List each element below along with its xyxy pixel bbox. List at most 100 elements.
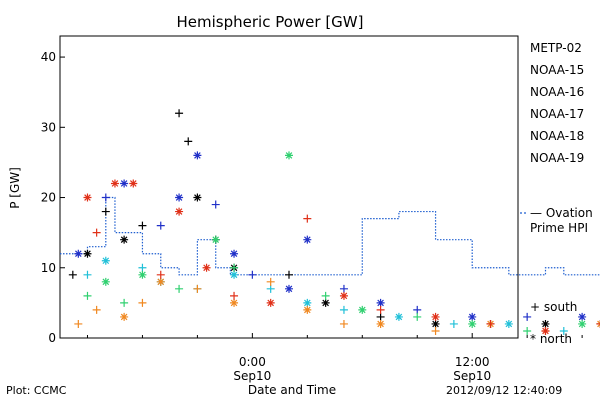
point-noaa-18-south-0: [74, 319, 83, 328]
point-noaa-17-north-3: [138, 270, 147, 279]
point-noaa-16-south-8: [339, 305, 348, 314]
y-tick-label-2: 20: [41, 191, 56, 205]
point-noaa-16-south-12: [559, 326, 568, 335]
point-noaa-19-north-3: [129, 179, 138, 188]
point-noaa-15-north-12: [376, 298, 385, 307]
y-axis-label: P [GW]: [8, 167, 22, 209]
point-noaa-18-north-6: [230, 298, 239, 307]
point-metp-02-north-11: [321, 298, 330, 307]
footer-timestamp: 2012/09/12 12:40:09: [446, 384, 562, 397]
x-axis-label: Date and Time: [248, 383, 336, 397]
point-noaa-15-south-1: [101, 193, 110, 202]
point-noaa-15-north-7: [230, 249, 239, 258]
point-noaa-17-north-7: [285, 151, 293, 160]
point-noaa-15-south-3: [156, 221, 165, 230]
legend-metp-02: METP-02: [530, 41, 582, 55]
marker-legend-south: + south: [530, 300, 577, 314]
point-noaa-18-north-10: [376, 319, 385, 328]
legend-noaa-18: NOAA-18: [530, 129, 584, 143]
point-noaa-15-south-6: [211, 200, 220, 209]
point-noaa-15-south-13: [413, 305, 422, 314]
point-noaa-19-north-2: [110, 179, 119, 188]
point-noaa-15-south-8: [248, 270, 257, 279]
point-metp-02-south-6: [184, 137, 193, 146]
legend-noaa-17: NOAA-17: [530, 107, 584, 121]
legend-noaa-15: NOAA-15: [530, 63, 584, 77]
point-noaa-19-north-10: [339, 291, 348, 300]
point-noaa-17-north-1: [101, 277, 110, 286]
point-noaa-17-south-12: [523, 326, 532, 335]
footer-plot-credit: Plot: CCMC: [6, 384, 67, 397]
point-noaa-19-north-8: [266, 298, 275, 307]
point-noaa-17-north-11: [468, 319, 477, 328]
y-tick-label-1: 10: [41, 261, 56, 275]
point-noaa-18-south-9: [339, 319, 348, 328]
point-metp-02-north-3: [120, 235, 129, 244]
point-noaa-19-north-12: [431, 312, 440, 321]
point-noaa-18-south-7: [266, 277, 275, 286]
point-metp-02-south-5: [175, 109, 184, 118]
point-noaa-15-north-14: [468, 312, 477, 321]
series-noaa-17: [83, 151, 587, 335]
point-metp-02-north-13: [431, 319, 440, 328]
point-noaa-19-south-13: [486, 319, 495, 328]
point-noaa-15-north-4: [175, 193, 184, 202]
point-noaa-19-south-4: [156, 270, 165, 279]
point-noaa-16-south-10: [449, 319, 458, 328]
point-metp-02-south-0: [68, 270, 77, 279]
point-metp-02-south-2: [101, 207, 110, 216]
y-tick-label-0: 0: [48, 331, 56, 345]
point-noaa-15-south-15: [523, 312, 532, 321]
point-noaa-17-south-6: [230, 263, 239, 272]
point-noaa-19-north-0: [83, 193, 92, 202]
point-noaa-16-north-5: [230, 270, 239, 279]
point-noaa-19-south-9: [303, 214, 312, 223]
point-noaa-17-north-9: [358, 305, 367, 314]
point-noaa-18-north-2: [120, 312, 129, 321]
series-metp-02: [68, 109, 600, 328]
series-noaa-18: [74, 277, 600, 335]
point-noaa-19-south-1: [92, 228, 101, 237]
point-noaa-17-south-4: [175, 284, 184, 293]
point-noaa-19-south-15: [596, 319, 600, 328]
point-noaa-19-north-6: [202, 263, 211, 272]
ovation-hpi-line: [60, 196, 600, 276]
legend-noaa-16: NOAA-16: [530, 85, 584, 99]
point-metp-02-south-4: [138, 221, 147, 230]
x-tick-time-0: 0:00: [239, 355, 266, 369]
x-tick-time-1: 12:00: [455, 355, 490, 369]
point-noaa-19-south-7: [230, 291, 239, 300]
point-noaa-18-south-3: [138, 298, 147, 307]
point-noaa-16-south-0: [83, 270, 92, 279]
point-noaa-16-south-6: [266, 284, 275, 293]
y-tick-label-3: 30: [41, 120, 56, 134]
point-noaa-17-north-13: [578, 319, 587, 328]
point-noaa-15-north-16: [578, 312, 587, 321]
point-metp-02-south-10: [285, 270, 293, 279]
point-noaa-15-north-9: [285, 284, 293, 293]
point-noaa-19-south-11: [376, 305, 385, 314]
point-noaa-15-north-5: [193, 151, 202, 160]
marker-legend-north: * north: [530, 332, 572, 346]
point-noaa-16-south-2: [138, 263, 147, 272]
point-noaa-15-north-0: [74, 249, 83, 258]
point-noaa-15-south-11: [339, 284, 348, 293]
series-noaa-15: [74, 151, 587, 321]
point-noaa-17-north-5: [211, 235, 220, 244]
ovation-legend-line1: — Ovation: [530, 206, 593, 220]
point-noaa-19-north-14: [541, 326, 550, 335]
x-tick-date-0: Sep10: [233, 369, 271, 383]
y-tick-label-4: 40: [41, 50, 56, 64]
point-noaa-17-south-8: [321, 291, 330, 300]
series-noaa-19: [83, 179, 600, 335]
legend-noaa-19: NOAA-19: [530, 151, 584, 165]
point-noaa-18-south-1: [92, 305, 101, 314]
plot-frame: [59, 35, 519, 339]
ovation-legend-line2: Prime HPI: [530, 221, 588, 235]
point-noaa-16-north-9: [394, 312, 403, 321]
point-noaa-19-north-5: [175, 207, 184, 216]
point-noaa-18-south-5: [193, 284, 202, 293]
point-metp-02-north-1: [83, 249, 92, 258]
point-metp-02-north-7: [193, 193, 202, 202]
